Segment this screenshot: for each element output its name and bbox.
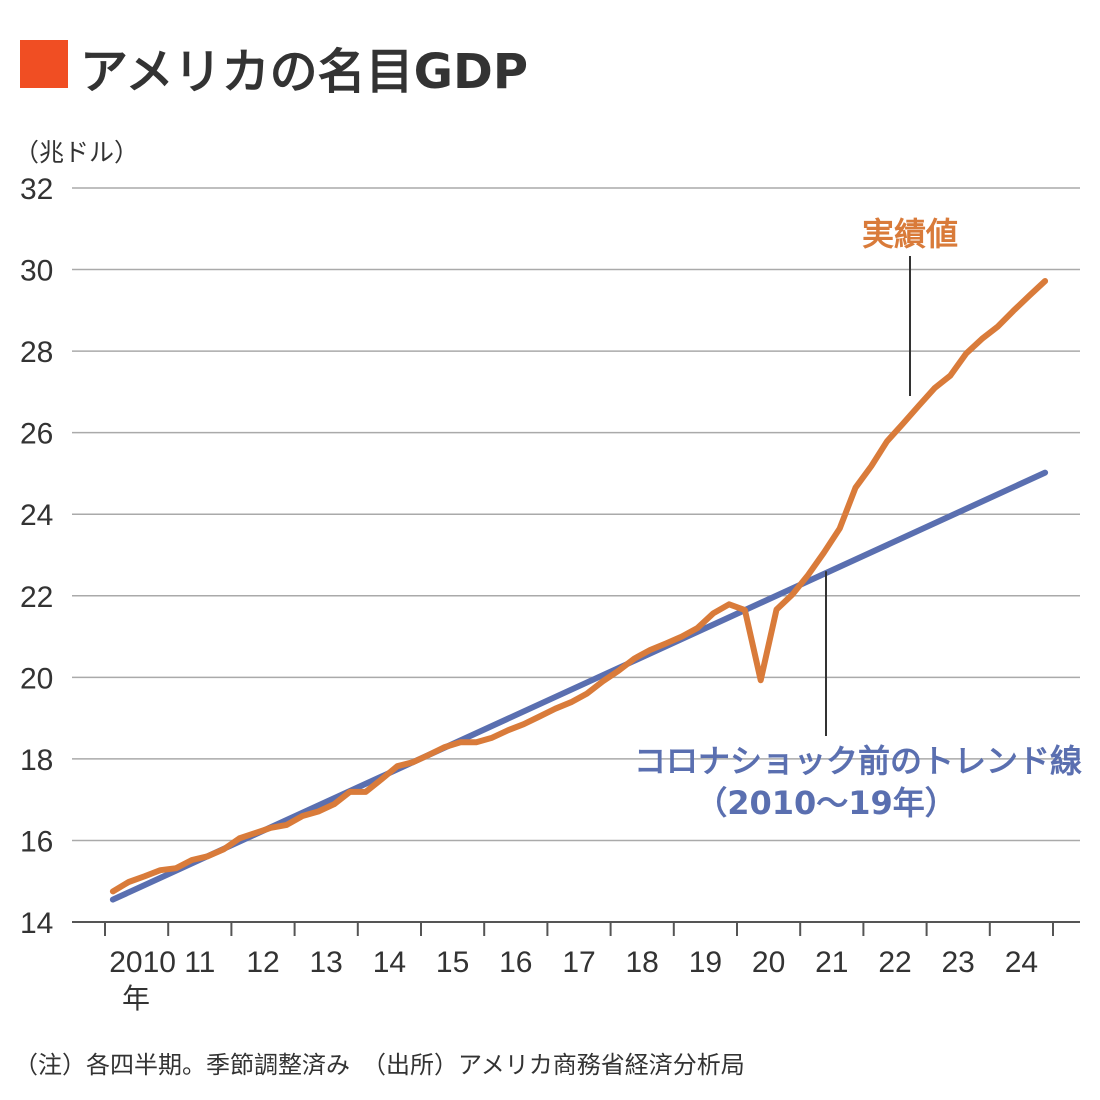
y-tick-20: 20 bbox=[20, 662, 53, 695]
x-tick-labels: 2010 11 12 13 14 15 16 17 18 19 20 21 22 23 24 年 bbox=[109, 946, 1038, 1015]
x-axis bbox=[104, 922, 1054, 936]
series-label-actual: 実績値 bbox=[862, 215, 958, 253]
y-tick-16: 16 bbox=[20, 825, 53, 858]
y-unit-label: （兆ドル） bbox=[14, 138, 140, 167]
gdp-line-chart: 14 16 18 20 22 24 26 28 30 32 2010 11 12 13 14 15 16 17 1… bbox=[20, 173, 1082, 1015]
x-tick-19: 19 bbox=[689, 946, 722, 979]
series-label-trend: コロナショック前のトレンド線 bbox=[634, 742, 1082, 780]
series-lines bbox=[109, 278, 1049, 903]
x-tick-18: 18 bbox=[626, 946, 659, 979]
annotations: 実績値 コロナショック前のトレンド線 （2010～19年） bbox=[634, 215, 1082, 822]
actual-line bbox=[109, 278, 1049, 895]
x-tick-16: 16 bbox=[499, 946, 532, 979]
y-tick-14: 14 bbox=[20, 907, 53, 940]
x-tick-15: 15 bbox=[436, 946, 469, 979]
x-tick-20: 20 bbox=[752, 946, 785, 979]
x-tick-14: 14 bbox=[373, 946, 406, 979]
series-sublabel-trend: （2010～19年） bbox=[695, 784, 957, 822]
x-tick-22: 22 bbox=[878, 946, 911, 979]
y-tick-18: 18 bbox=[20, 744, 53, 777]
x-tick-24: 24 bbox=[1005, 946, 1038, 979]
x-tick-2010: 2010 bbox=[109, 946, 176, 979]
y-tick-30: 30 bbox=[20, 255, 53, 288]
x-tick-11: 11 bbox=[184, 946, 215, 979]
y-tick-24: 24 bbox=[20, 499, 53, 532]
footnote: （注）各四半期。季節調整済み （出所）アメリカ商務省経済分析局 bbox=[14, 1051, 745, 1079]
x-tick-12: 12 bbox=[246, 946, 279, 979]
y-tick-26: 26 bbox=[20, 418, 53, 451]
x-tick-13: 13 bbox=[310, 946, 343, 979]
x-tick-23: 23 bbox=[942, 946, 975, 979]
y-tick-32: 32 bbox=[20, 173, 53, 206]
title-marker bbox=[20, 40, 68, 88]
x-tick-21: 21 bbox=[815, 946, 848, 979]
x-tick-17: 17 bbox=[562, 946, 595, 979]
x-tick-year-suffix: 年 bbox=[122, 982, 150, 1015]
chart-title: アメリカの名目GDP bbox=[80, 44, 529, 100]
y-tick-22: 22 bbox=[20, 581, 53, 614]
y-tick-28: 28 bbox=[20, 336, 53, 369]
y-tick-labels: 14 16 18 20 22 24 26 28 30 32 bbox=[20, 173, 53, 940]
